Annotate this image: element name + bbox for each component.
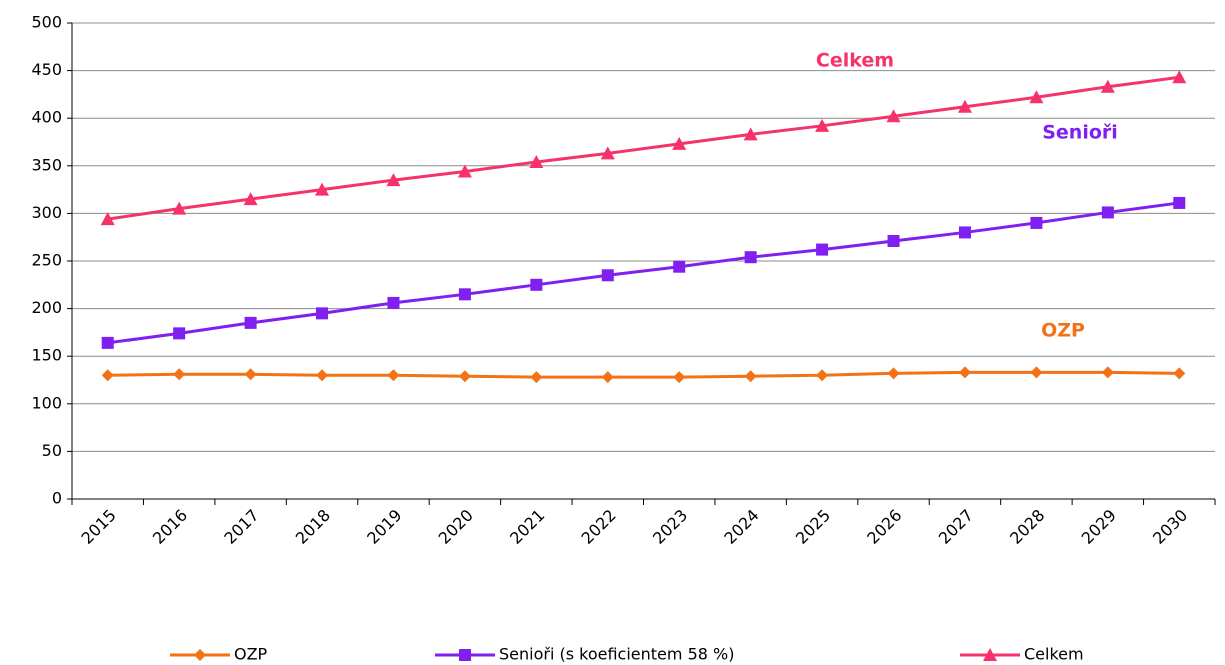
x-tick-label: 2026 (863, 506, 905, 548)
y-tick-label: 0 (52, 489, 62, 508)
marker (1101, 206, 1114, 219)
x-tick-label: 2015 (78, 506, 120, 548)
x-tick-label: 2025 (792, 506, 834, 548)
marker (458, 370, 471, 383)
y-tick-label: 350 (31, 155, 62, 174)
x-tick-label: 2023 (649, 506, 691, 548)
x-tick-label: 2027 (935, 506, 977, 548)
annotation: OZP (1041, 320, 1085, 342)
y-tick-label: 150 (31, 346, 62, 365)
y-tick-label: 200 (31, 298, 62, 317)
legend-item: OZP (170, 645, 268, 664)
legend-label: Celkem (1024, 645, 1084, 664)
x-tick-label: 2028 (1006, 506, 1048, 548)
marker (244, 316, 257, 329)
x-tick-label: 2029 (1078, 506, 1120, 548)
marker (315, 182, 330, 196)
y-tick-label: 250 (31, 251, 62, 270)
series-line (107, 201, 1180, 345)
marker (744, 370, 757, 383)
annotation: Senioři (1042, 122, 1118, 144)
marker (530, 278, 543, 291)
marker (886, 109, 901, 123)
marker (815, 118, 830, 132)
marker (1030, 366, 1043, 379)
x-tick-label: 2017 (220, 506, 262, 548)
marker (600, 146, 615, 160)
marker (386, 173, 401, 187)
marker (1030, 216, 1043, 229)
marker (387, 369, 400, 382)
legend-label: Senioři (s koeficientem 58 %) (499, 645, 734, 664)
marker (387, 296, 400, 309)
marker (601, 269, 614, 282)
marker (816, 369, 829, 382)
x-tick-label: 2022 (578, 506, 620, 548)
marker (1173, 367, 1186, 380)
legend-item: Celkem (960, 645, 1084, 664)
marker (672, 136, 687, 150)
x-tick-label: 2021 (506, 506, 548, 548)
legend-item: Senioři (s koeficientem 58 %) (435, 645, 734, 664)
marker (458, 288, 471, 301)
marker (529, 154, 544, 168)
series-line (107, 370, 1180, 379)
x-tick-label: 2024 (720, 506, 762, 548)
marker (983, 648, 997, 661)
marker (673, 260, 686, 273)
legend-label: OZP (234, 645, 268, 664)
marker (1101, 366, 1114, 379)
marker (601, 371, 614, 384)
x-tick-label: 2030 (1149, 506, 1191, 548)
y-tick-label: 50 (42, 441, 62, 460)
marker (457, 164, 472, 178)
x-tick-label: 2018 (292, 506, 334, 548)
marker (243, 192, 258, 206)
marker (958, 366, 971, 379)
marker (744, 251, 757, 264)
y-tick-label: 500 (31, 13, 62, 32)
marker (459, 649, 471, 661)
y-tick-label: 450 (31, 60, 62, 79)
x-tick-label: 2020 (435, 506, 477, 548)
marker (101, 369, 114, 382)
x-tick-label: 2016 (149, 506, 191, 548)
marker (100, 212, 115, 226)
marker (172, 201, 187, 215)
marker (1100, 79, 1115, 93)
x-tick-label: 2019 (363, 506, 405, 548)
marker (244, 368, 257, 381)
marker (173, 327, 186, 340)
y-tick-label: 300 (31, 203, 62, 222)
marker (887, 235, 900, 248)
marker (1172, 70, 1187, 84)
marker (958, 226, 971, 239)
y-tick-label: 400 (31, 108, 62, 127)
series-line (107, 75, 1180, 221)
marker (887, 367, 900, 380)
marker (816, 243, 829, 256)
marker (101, 336, 114, 349)
marker (743, 127, 758, 141)
y-tick-label: 100 (31, 393, 62, 412)
marker (1029, 90, 1044, 104)
marker (957, 99, 972, 113)
marker (316, 369, 329, 382)
marker (530, 371, 543, 384)
marker (316, 307, 329, 320)
marker (173, 368, 186, 381)
annotation: Celkem (816, 50, 894, 72)
marker (673, 371, 686, 384)
marker (1173, 196, 1186, 209)
marker (194, 649, 206, 661)
